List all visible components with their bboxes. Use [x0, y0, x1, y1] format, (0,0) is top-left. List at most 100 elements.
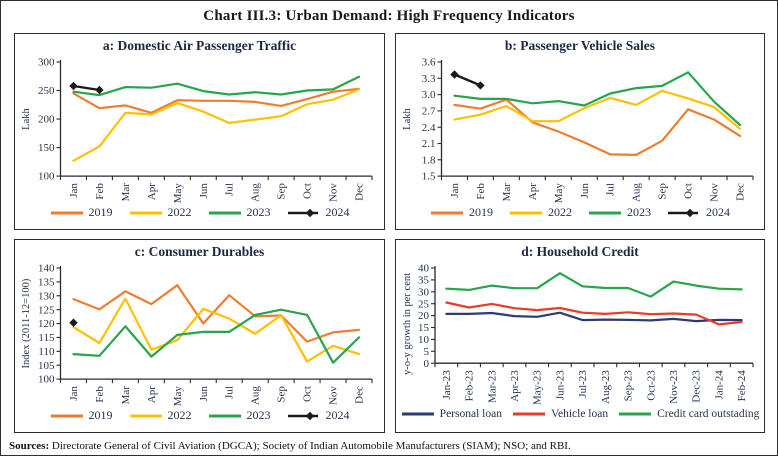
- x-tick-label: Jul: [604, 183, 616, 196]
- y-tick-label: 100: [38, 374, 55, 386]
- y-tick-label: 5: [423, 346, 429, 358]
- panel-c-title: c: Consumer Durables: [134, 244, 265, 259]
- legend-swatch-line-icon: [589, 211, 621, 214]
- y-tick-label: 15: [418, 322, 430, 334]
- chart-title: Chart III.3: Urban Demand: High Frequenc…: [203, 8, 575, 24]
- series-2024-marker: [69, 81, 78, 91]
- legend-item-2022: 2022: [129, 205, 192, 220]
- legend-label: 2022: [167, 205, 192, 219]
- y-tick-label: 20: [418, 310, 430, 322]
- y-tick-label: 3.0: [421, 89, 435, 101]
- series-2024-line: [452, 73, 482, 87]
- panel-consumer-durables: c: Consumer Durables 100 105 110 115 120 125 1…: [14, 239, 385, 433]
- x-tick-label: Mar-23: [486, 370, 498, 403]
- series-2019-line: [72, 87, 361, 114]
- legend-item-2024: 2024: [287, 408, 350, 423]
- x-tick-label: Dec: [734, 183, 746, 201]
- y-tick-label: 300: [38, 57, 55, 69]
- panel-passenger-vehicle-sales: b: Passenger Vehicle Sales 1.5 1.8 2.1 2.4 2…: [395, 33, 765, 230]
- legend-swatch-line-icon: [129, 211, 162, 214]
- series-credit-card-outstading-line: [444, 272, 743, 298]
- x-tick-label: Dec: [354, 386, 366, 404]
- x-tick-label: Oct: [302, 386, 314, 402]
- y-tick-label: 100: [38, 171, 55, 183]
- series-2022-line: [72, 297, 361, 363]
- series-2019-line: [72, 284, 361, 343]
- series-2023-line: [72, 75, 361, 97]
- sources-text: Directorate General of Civil Aviation (D…: [49, 440, 571, 452]
- x-tick-label: May: [172, 183, 184, 204]
- series-2022-line: [452, 89, 741, 130]
- series-2024-line: [72, 84, 101, 92]
- y-tick-label: 2.7: [421, 106, 435, 118]
- y-tick-label: 140: [38, 263, 55, 275]
- y-tick-label: 35: [418, 275, 430, 287]
- x-tick-label: Nov: [328, 386, 340, 405]
- legend-swatch-line-icon: [50, 211, 83, 214]
- legend-label: 2022: [167, 408, 192, 422]
- panel-c-legend: 2019 2022 2023 2024: [15, 408, 384, 423]
- legend-item-2022: 2022: [509, 205, 572, 220]
- y-tick-label: 150: [38, 142, 55, 154]
- legend-swatch-line-icon: [50, 414, 83, 417]
- legend-item-2023: 2023: [208, 408, 271, 423]
- x-tick-label: Sep: [276, 386, 288, 403]
- x-tick-label: May: [172, 386, 184, 407]
- x-tick-label: Aug: [250, 386, 262, 405]
- legend-swatch-line-icon: [512, 412, 545, 416]
- y-tick-label: 10: [418, 334, 430, 346]
- sources-line: Sources: Directorate General of Civil Av…: [9, 440, 571, 452]
- legend-item-2022: 2022: [129, 408, 192, 423]
- panel-a-legend: 2019 2022 2023 2024: [15, 205, 384, 220]
- series-2023-line: [452, 71, 741, 127]
- y-tick-label: 25: [418, 298, 430, 310]
- x-tick-label: Apr-23: [509, 370, 521, 402]
- y-axis-title: Index (2011-12=100): [21, 278, 32, 368]
- y-tick-label: 105: [38, 360, 55, 372]
- legend-label: 2024: [325, 408, 350, 422]
- series-2024-marker: [95, 85, 104, 95]
- legend-label: 2023: [246, 205, 271, 219]
- legend-item-2019: 2019: [50, 205, 113, 220]
- x-tick-label: Jun: [198, 183, 210, 199]
- series-2024-marker: [449, 70, 459, 79]
- x-tick-label: Jan-23: [440, 370, 452, 400]
- legend-item-2019: 2019: [50, 408, 113, 423]
- x-tick-label: Feb-23: [463, 370, 475, 402]
- y-tick-label: 40: [418, 263, 430, 275]
- y-tick-label: 130: [38, 290, 55, 302]
- panel-a-title: a: Domestic Air Passenger Traffic: [102, 38, 297, 53]
- x-tick-label: Jan-24: [713, 370, 725, 400]
- legend-label: 2019: [88, 205, 113, 219]
- x-tick-label: Jul-23: [577, 370, 589, 398]
- y-tick-label: 3.6: [421, 57, 435, 69]
- x-tick-label: Sep-23: [622, 370, 634, 402]
- x-tick-label: May-23: [531, 370, 543, 405]
- x-tick-label: Oct: [682, 183, 694, 199]
- x-tick-label: Oct-23: [645, 370, 657, 401]
- series-vehicle-loan-line: [444, 301, 743, 326]
- panel-b-title: b: Passenger Vehicle Sales: [504, 38, 656, 53]
- x-tick-label: Jun-23: [554, 370, 566, 400]
- x-tick-label: Mar: [120, 183, 132, 202]
- x-tick-label: Apr: [146, 386, 158, 403]
- legend-label: 2023: [246, 408, 271, 422]
- x-tick-label: May: [552, 183, 564, 204]
- x-tick-label: Jun: [198, 386, 210, 402]
- x-tick-label: Jan: [68, 183, 80, 198]
- legend-item-2024: 2024: [287, 205, 350, 220]
- legend-label: Vehicle loan: [550, 408, 609, 420]
- y-tick-label: 110: [38, 346, 55, 358]
- panel-household-credit: d: Household Credit 0 5 10 15 20 25 30 35 40 Jan-…: [395, 239, 765, 433]
- panel-a-plot: 100 150 200 250 300 Jan Feb Mar Apr May Jun Jul Aug S…: [21, 57, 373, 204]
- legend-label: 2023: [627, 205, 651, 219]
- series-personal-loan-line: [444, 311, 743, 323]
- x-tick-label: Nov: [708, 183, 720, 202]
- x-tick-label: Mar: [500, 183, 512, 202]
- x-tick-label: Sep: [276, 183, 288, 200]
- x-tick-label: Aug: [630, 183, 642, 202]
- x-tick-label: Feb: [94, 386, 106, 403]
